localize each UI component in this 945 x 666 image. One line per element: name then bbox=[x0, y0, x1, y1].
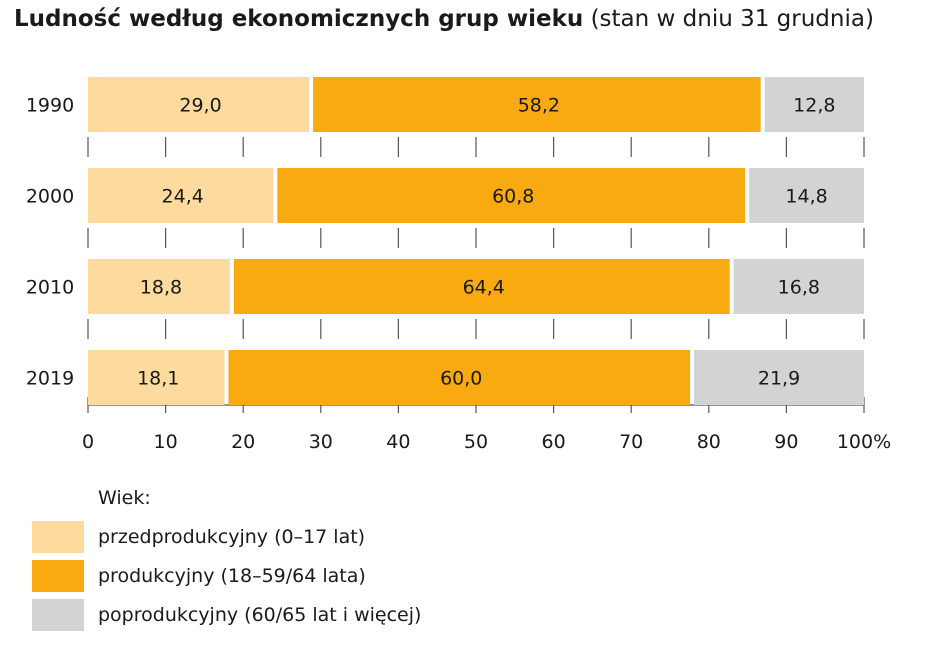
legend: Wiek: przedprodukcyjny (0–17 lat) produk… bbox=[32, 482, 421, 631]
bar-post-working bbox=[764, 77, 864, 132]
legend-item-pre-working: przedprodukcyjny (0–17 lat) bbox=[32, 521, 421, 553]
legend-label-working: produkcyjny (18–59/64 lata) bbox=[98, 565, 366, 587]
data-label: 18,8 bbox=[140, 277, 182, 299]
bar-post-working bbox=[733, 259, 864, 314]
data-label: 12,8 bbox=[793, 95, 835, 117]
data-label: 64,4 bbox=[463, 277, 505, 299]
legend-item-working: produkcyjny (18–59/64 lata) bbox=[32, 560, 421, 592]
bar-post-working bbox=[749, 168, 864, 223]
x-tick-label: 50 bbox=[464, 431, 488, 453]
x-tick-label: 0 bbox=[82, 431, 94, 453]
bar-pre-working bbox=[88, 77, 310, 132]
category-label: 2019 bbox=[26, 368, 74, 390]
bar-working bbox=[233, 259, 730, 314]
x-tick-label: 10 bbox=[154, 431, 178, 453]
legend-swatch-post-working bbox=[32, 599, 84, 631]
bar-post-working bbox=[694, 350, 864, 405]
category-label: 1990 bbox=[26, 95, 74, 117]
bar-working bbox=[228, 350, 691, 405]
bar-working bbox=[277, 168, 746, 223]
data-label: 29,0 bbox=[179, 95, 221, 117]
data-label: 18,1 bbox=[137, 368, 179, 390]
category-label: 2010 bbox=[26, 277, 74, 299]
legend-item-post-working: poprodukcyjny (60/65 lat i więcej) bbox=[32, 599, 421, 631]
x-tick-label: 100% bbox=[837, 431, 891, 453]
x-tick-label: 60 bbox=[542, 431, 566, 453]
data-label: 24,4 bbox=[162, 186, 204, 208]
legend-title: Wiek: bbox=[98, 487, 151, 509]
bar-pre-working bbox=[88, 259, 230, 314]
legend-swatch-working bbox=[32, 560, 84, 592]
stacked-bar-chart: 0 10 20 30 40 50 60 70 80 90 100% 1990 29,0 58,2 12,8 2… bbox=[26, 77, 891, 453]
chart-title: Ludność według ekonomicznych grup wieku … bbox=[14, 6, 874, 32]
legend-swatch-pre-working bbox=[32, 521, 84, 553]
data-label: 14,8 bbox=[785, 186, 827, 208]
data-label: 58,2 bbox=[518, 95, 560, 117]
chart-title-main: Ludność według ekonomicznych grup wieku bbox=[14, 6, 584, 32]
x-tick-label: 40 bbox=[386, 431, 410, 453]
data-label: 60,8 bbox=[492, 186, 534, 208]
legend-label-post-working: poprodukcyjny (60/65 lat i więcej) bbox=[98, 604, 422, 626]
data-label: 21,9 bbox=[758, 368, 800, 390]
data-label: 60,0 bbox=[440, 368, 482, 390]
bar-working bbox=[313, 77, 761, 132]
legend-label-pre-working: przedprodukcyjny (0–17 lat) bbox=[98, 526, 366, 548]
x-tick-label: 30 bbox=[309, 431, 333, 453]
x-tick-label: 90 bbox=[774, 431, 798, 453]
data-label: 16,8 bbox=[778, 277, 820, 299]
x-tick-label: 80 bbox=[697, 431, 721, 453]
x-tick-label: 70 bbox=[619, 431, 643, 453]
bar-pre-working bbox=[88, 168, 274, 223]
bar-pre-working bbox=[88, 350, 225, 405]
x-tick-label: 20 bbox=[231, 431, 255, 453]
chart-title-subtitle: (stan w dniu 31 grudnia) bbox=[590, 6, 874, 32]
category-label: 2000 bbox=[26, 186, 74, 208]
